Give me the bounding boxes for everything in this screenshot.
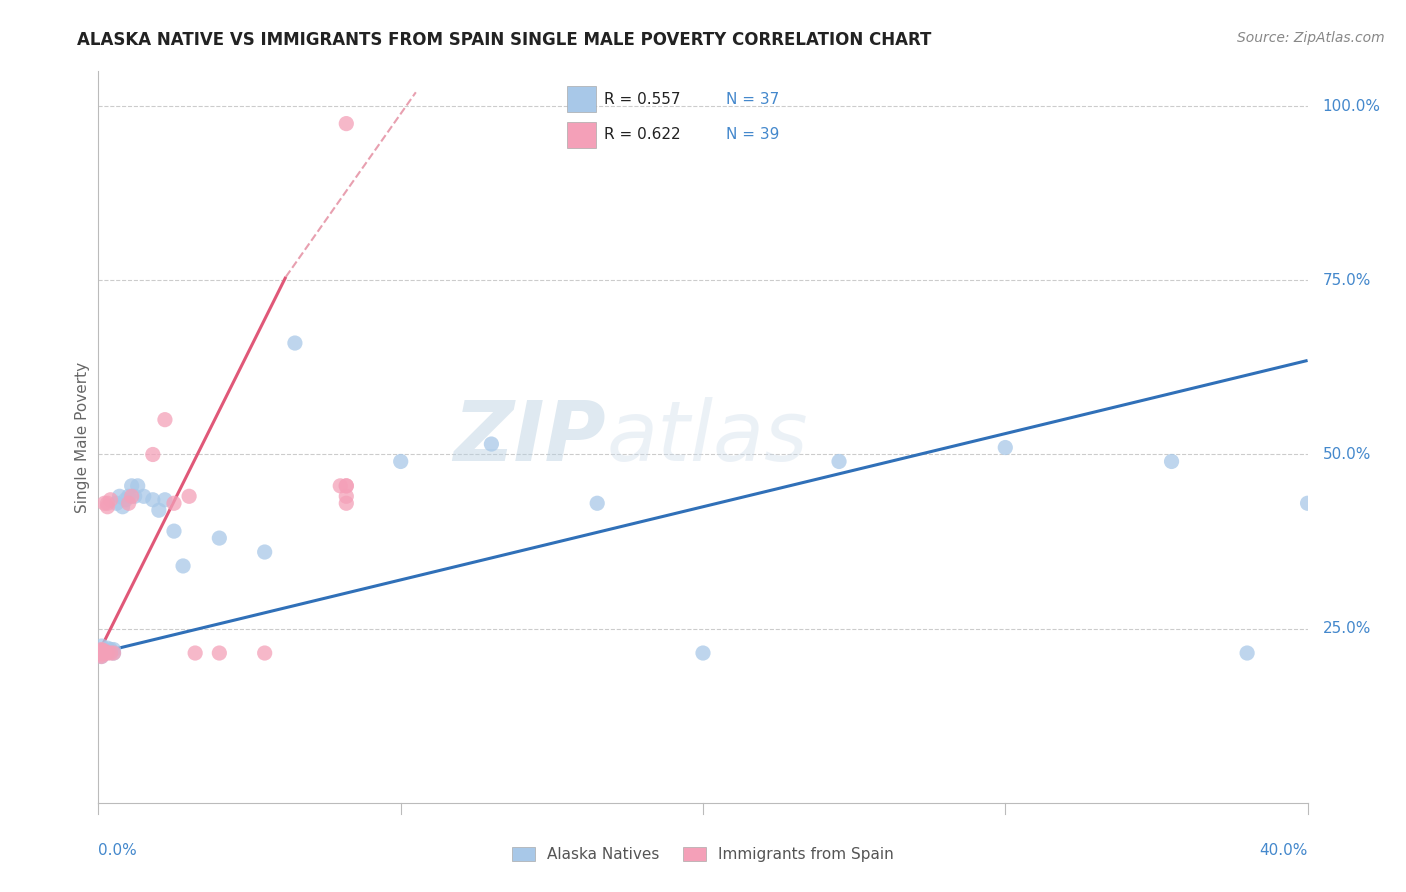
Point <box>335 479 357 493</box>
Point <box>93 646 115 660</box>
Point <box>179 489 201 503</box>
Point <box>335 479 357 493</box>
Point <box>208 531 231 545</box>
Point <box>90 646 112 660</box>
Point <box>142 492 165 507</box>
Point <box>96 644 118 658</box>
Point <box>93 646 115 660</box>
Point <box>586 496 609 510</box>
Point <box>90 646 112 660</box>
Point <box>284 336 307 351</box>
Point <box>100 492 122 507</box>
Point <box>335 117 357 131</box>
Point <box>132 489 155 503</box>
Point <box>93 642 115 657</box>
Point <box>90 646 112 660</box>
Point <box>90 639 112 653</box>
Point <box>148 503 170 517</box>
Text: ZIP: ZIP <box>454 397 606 477</box>
Point <box>90 646 112 660</box>
Point <box>103 642 125 657</box>
Point <box>121 479 143 493</box>
Text: 100.0%: 100.0% <box>1323 99 1381 113</box>
Point <box>163 524 186 538</box>
Point <box>90 646 112 660</box>
Text: ALASKA NATIVE VS IMMIGRANTS FROM SPAIN SINGLE MALE POVERTY CORRELATION CHART: ALASKA NATIVE VS IMMIGRANTS FROM SPAIN S… <box>77 31 932 49</box>
Point <box>90 646 112 660</box>
Point <box>90 642 112 657</box>
Text: 25.0%: 25.0% <box>1323 621 1371 636</box>
Point <box>114 492 136 507</box>
Point <box>93 646 115 660</box>
Point <box>329 479 352 493</box>
Point <box>184 646 207 660</box>
Point <box>828 454 851 468</box>
Point <box>105 496 128 510</box>
Text: 75.0%: 75.0% <box>1323 273 1371 288</box>
Point <box>153 412 176 426</box>
Point <box>90 644 112 658</box>
Point <box>93 496 115 510</box>
Point <box>163 496 186 510</box>
Point <box>208 646 231 660</box>
Point <box>172 558 194 573</box>
Text: 0.0%: 0.0% <box>98 843 138 858</box>
Point <box>389 454 412 468</box>
Point <box>994 441 1017 455</box>
Point <box>100 645 122 659</box>
Point <box>100 642 122 657</box>
Point <box>142 448 165 462</box>
Point <box>96 500 118 514</box>
Point <box>253 545 276 559</box>
Y-axis label: Single Male Poverty: Single Male Poverty <box>75 361 90 513</box>
Point <box>90 649 112 664</box>
Point <box>90 646 112 660</box>
Point <box>127 479 149 493</box>
Point <box>1296 496 1319 510</box>
Point <box>108 489 131 503</box>
Point <box>93 644 115 658</box>
Point <box>90 646 112 660</box>
Point <box>118 496 141 510</box>
Point <box>335 496 357 510</box>
Point <box>111 500 134 514</box>
Point <box>1160 454 1182 468</box>
Point <box>121 489 143 503</box>
Point <box>118 489 141 503</box>
Point <box>100 646 122 660</box>
Text: 50.0%: 50.0% <box>1323 447 1371 462</box>
Point <box>103 646 125 660</box>
Point <box>96 641 118 656</box>
Legend: Alaska Natives, Immigrants from Spain: Alaska Natives, Immigrants from Spain <box>506 841 900 868</box>
Point <box>93 646 115 660</box>
Point <box>1236 646 1258 660</box>
Point <box>90 644 112 658</box>
Text: 40.0%: 40.0% <box>1260 843 1308 858</box>
Point <box>96 646 118 660</box>
Point <box>96 496 118 510</box>
Point <box>153 492 176 507</box>
Point <box>103 646 125 660</box>
Point <box>692 646 714 660</box>
Point <box>335 489 357 503</box>
Point <box>90 648 112 662</box>
Point <box>481 437 503 451</box>
Point <box>90 646 112 660</box>
Point <box>124 489 146 503</box>
Text: atlas: atlas <box>606 397 808 477</box>
Text: Source: ZipAtlas.com: Source: ZipAtlas.com <box>1237 31 1385 45</box>
Point <box>253 646 276 660</box>
Point <box>90 649 112 664</box>
